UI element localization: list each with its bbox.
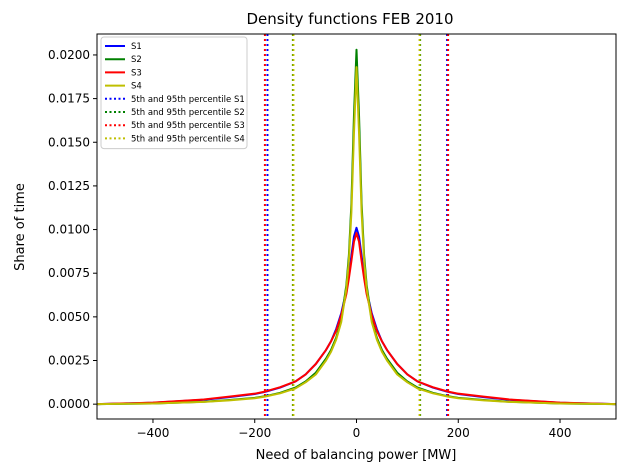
y-tick-label: 0.0150 <box>48 135 90 149</box>
y-tick-label: 0.0000 <box>48 397 90 411</box>
y-tick-label: 0.0075 <box>48 266 90 280</box>
legend-box <box>100 36 248 150</box>
legend-label: 5th and 95th percentile S2 <box>131 108 245 118</box>
x-axis-label: Need of balancing power [MW] <box>256 448 457 463</box>
series-line-s3 <box>97 232 616 406</box>
chart-title: Density functions FEB 2010 <box>247 10 454 28</box>
legend-label: S3 <box>131 68 142 78</box>
x-tick-label: 400 <box>549 426 572 440</box>
y-tick-label: 0.0100 <box>48 223 90 237</box>
y-axis-label: Share of time <box>13 183 28 271</box>
y-tick-label: 0.0025 <box>48 354 90 368</box>
x-tick-label: 0 <box>353 426 361 440</box>
x-tick-label: 200 <box>447 426 470 440</box>
percentile-lines <box>263 34 450 419</box>
legend-label: S1 <box>131 42 142 52</box>
series-line-s4 <box>97 66 616 406</box>
x-tick-label: −200 <box>238 426 271 440</box>
legend: S1 S2 S3 S4 5th and 95th percentile S1 5th an… <box>100 36 248 150</box>
y-axis-ticks: 0.0000 0.0025 0.0050 0.0075 0.0100 0.0125 0.01… <box>48 48 97 411</box>
series-lines <box>97 48 616 406</box>
legend-label: S2 <box>131 55 142 65</box>
legend-label: S4 <box>131 82 142 92</box>
legend-label: 5th and 95th percentile S4 <box>131 134 245 144</box>
series-line-s1 <box>97 226 616 406</box>
y-tick-label: 0.0200 <box>48 48 90 62</box>
x-tick-label: −400 <box>136 426 169 440</box>
legend-label: 5th and 95th percentile S1 <box>131 95 245 105</box>
y-tick-label: 0.0125 <box>48 179 90 193</box>
y-tick-label: 0.0175 <box>48 92 90 106</box>
legend-label: 5th and 95th percentile S3 <box>131 121 245 131</box>
y-tick-label: 0.0050 <box>48 310 90 324</box>
x-axis-ticks: −400 −200 0 200 400 <box>136 419 571 440</box>
